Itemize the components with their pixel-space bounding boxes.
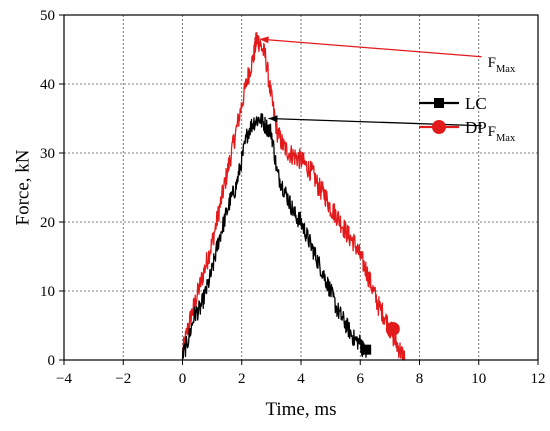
legend-circle-marker xyxy=(432,120,446,134)
x-axis-label: Time, ms xyxy=(265,399,336,420)
legend-item-dp: DP xyxy=(419,118,487,137)
x-tick-label: 0 xyxy=(179,371,187,387)
y-tick-label: 20 xyxy=(40,215,55,231)
fmax-arrow-head xyxy=(268,115,278,123)
series-lines xyxy=(181,32,406,361)
x-tick-label: −4 xyxy=(56,371,72,387)
x-axis-ticks: −4 −2 0 2 4 6 8 10 12 xyxy=(56,360,546,387)
fmax-arrow-line xyxy=(268,117,482,127)
y-axis-label: Force, kN xyxy=(12,149,33,225)
end-marker-lc xyxy=(361,344,372,355)
legend-item-lc: LC xyxy=(419,94,487,113)
grid xyxy=(64,15,538,360)
y-tick-label: 30 xyxy=(40,146,55,162)
fmax-annotation-label: FMax xyxy=(488,124,516,144)
x-tick-label: 10 xyxy=(471,371,486,387)
x-tick-label: 2 xyxy=(238,371,246,387)
fmax-arrow-head xyxy=(259,36,269,44)
y-tick-label: 50 xyxy=(40,8,55,24)
x-tick-label: 12 xyxy=(531,371,546,387)
x-tick-label: 6 xyxy=(357,371,365,387)
end-marker-dp xyxy=(385,321,400,336)
y-tick-label: 40 xyxy=(40,77,55,93)
fmax-arrow-line xyxy=(259,38,482,58)
x-tick-label: 4 xyxy=(297,371,305,387)
legend: LC DP xyxy=(419,94,487,137)
y-tick-label: 0 xyxy=(48,353,56,369)
legend-label: DP xyxy=(465,118,487,137)
x-tick-label: 8 xyxy=(416,371,424,387)
y-axis-ticks: 0 10 20 30 40 50 xyxy=(40,8,64,369)
series-line-lc xyxy=(181,112,367,361)
annotations: FMax FMax xyxy=(259,36,516,144)
fmax-annotation-label: FMax xyxy=(488,55,516,75)
y-tick-label: 10 xyxy=(40,284,55,300)
legend-label: LC xyxy=(465,94,487,113)
series-line-dp xyxy=(181,32,406,361)
x-tick-label: −2 xyxy=(115,371,131,387)
legend-square-marker xyxy=(434,98,444,108)
